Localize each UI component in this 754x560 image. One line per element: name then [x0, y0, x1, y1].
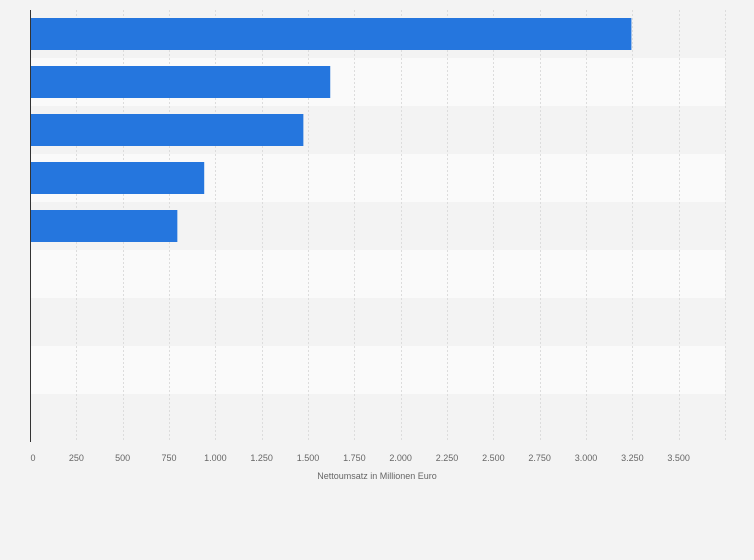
- x-axis-title: Nettoumsatz in Millionen Euro: [317, 471, 437, 481]
- row-band: [30, 298, 725, 346]
- bar[interactable]: [30, 162, 205, 194]
- bar[interactable]: [30, 18, 632, 50]
- x-tick-label: 1.000: [204, 453, 227, 463]
- x-tick-label: 1.250: [250, 453, 273, 463]
- bar[interactable]: [30, 114, 304, 146]
- x-tick-label: 0: [30, 453, 35, 463]
- x-axis-ticks: 0 250 500 750 1.000 1.250 1.500 1.750 2.000 2.250…: [30, 453, 689, 463]
- row-band: [30, 394, 725, 442]
- x-tick-label: 750: [161, 453, 176, 463]
- x-tick-label: 2.250: [436, 453, 459, 463]
- bars: [30, 18, 632, 242]
- x-tick-label: 2.750: [528, 453, 551, 463]
- x-tick-label: 2.500: [482, 453, 505, 463]
- x-tick-label: 2.000: [389, 453, 412, 463]
- x-tick-label: 3.500: [667, 453, 690, 463]
- x-tick-label: 500: [115, 453, 130, 463]
- row-band: [30, 346, 725, 394]
- x-tick-label: 3.000: [575, 453, 598, 463]
- x-tick-label: 1.500: [297, 453, 320, 463]
- bar[interactable]: [30, 210, 178, 242]
- x-tick-label: 250: [69, 453, 84, 463]
- x-tick-label: 1.750: [343, 453, 366, 463]
- bar[interactable]: [30, 66, 331, 98]
- row-band: [30, 250, 725, 298]
- x-tick-label: 3.250: [621, 453, 644, 463]
